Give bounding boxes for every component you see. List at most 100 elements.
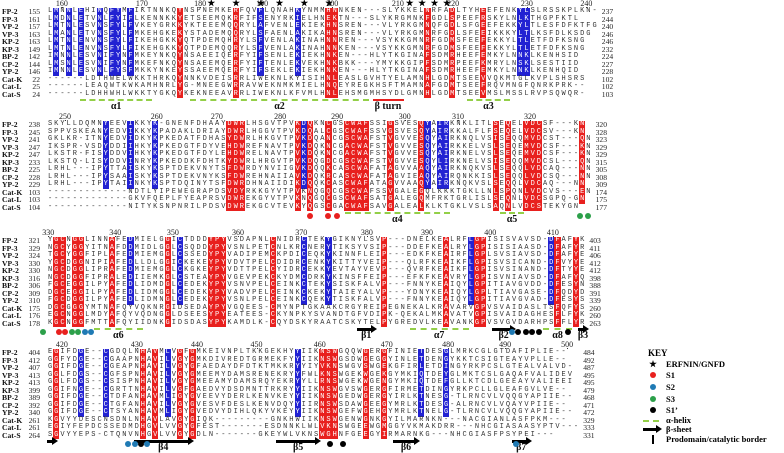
residue: S <box>159 202 164 211</box>
residue: - <box>190 82 195 90</box>
residue: K <box>301 187 306 196</box>
residue: - <box>561 423 566 431</box>
residue: E <box>258 243 263 252</box>
residue: K <box>294 59 301 68</box>
residue: C <box>481 393 486 401</box>
residue: N <box>307 243 313 252</box>
residue: E <box>77 14 85 23</box>
residue: E <box>480 52 487 61</box>
residue: N <box>103 236 108 244</box>
residue: G <box>164 236 171 245</box>
residue: G <box>332 120 337 128</box>
residue: E <box>283 393 288 401</box>
residue: E <box>77 7 85 16</box>
residue: A <box>468 415 473 424</box>
residue: S <box>344 135 351 144</box>
residue: M <box>53 14 60 23</box>
residue: N <box>128 202 133 211</box>
residue: F <box>493 430 498 439</box>
residue: S <box>394 120 399 128</box>
end-position: 329 <box>583 415 595 425</box>
residue: V <box>499 311 504 319</box>
residue: A <box>108 251 116 260</box>
residue: N <box>202 89 207 98</box>
residue: V <box>512 318 517 327</box>
residue: F <box>239 59 244 68</box>
residue: N <box>103 415 108 424</box>
residue: S <box>257 14 264 23</box>
ruler-tick <box>332 7 334 8</box>
residue: G <box>264 187 269 196</box>
residue: L <box>425 318 430 327</box>
residue: L <box>47 157 53 166</box>
residue: - <box>388 236 393 244</box>
residue: L <box>245 74 251 83</box>
residue: N <box>96 44 103 53</box>
residue: V <box>499 266 504 274</box>
residue: D <box>208 29 214 38</box>
residue: T <box>116 82 121 90</box>
residue: G <box>338 187 343 196</box>
residue: R <box>400 318 405 327</box>
residue: E <box>258 281 263 289</box>
residue: F <box>66 393 71 401</box>
residue: A <box>436 135 443 144</box>
residue: K <box>134 127 139 136</box>
residue: Q <box>351 348 356 356</box>
residue: Y <box>325 251 332 260</box>
residue: R <box>245 165 251 173</box>
residue: I <box>512 243 517 252</box>
residue: L <box>258 150 263 158</box>
residue: L <box>72 44 77 53</box>
residue: Y <box>102 172 109 181</box>
residue: E <box>468 142 473 151</box>
residue: M <box>53 37 60 46</box>
residue: G <box>47 135 53 143</box>
residue: - <box>561 415 566 424</box>
residue: K <box>375 415 381 424</box>
residue: Y <box>176 89 184 98</box>
residue: S <box>530 7 535 15</box>
residue: Q <box>314 187 319 196</box>
residue: K <box>344 7 350 15</box>
residue: C <box>176 251 184 260</box>
residue: R <box>208 195 214 203</box>
residue: T <box>418 355 425 364</box>
residue: G <box>505 318 511 327</box>
residue: K <box>468 370 473 379</box>
start-position: 412 <box>28 355 40 365</box>
residue: L <box>264 288 269 297</box>
residue: - <box>394 251 399 259</box>
residue: F <box>462 251 467 259</box>
residue: Q <box>171 59 176 68</box>
residue: E <box>518 363 523 371</box>
residue: L <box>406 400 412 409</box>
residue: Y <box>388 408 393 416</box>
residue: S <box>233 296 238 304</box>
residue: C <box>542 150 548 158</box>
residue: Y <box>47 236 53 244</box>
residue: K <box>388 311 393 319</box>
residue: E <box>431 400 436 409</box>
residue: K <box>369 82 374 90</box>
residue: T <box>196 22 201 30</box>
residue: G <box>387 120 394 129</box>
residue: I <box>375 311 381 319</box>
residue: H <box>320 82 325 90</box>
residue: T <box>523 29 530 38</box>
residue: P <box>283 127 288 136</box>
residue: Y <box>207 296 215 305</box>
residue: - <box>221 423 226 431</box>
residue: P <box>54 127 59 136</box>
residue: E <box>47 423 53 431</box>
residue: E <box>202 14 207 23</box>
residue: L <box>505 52 511 60</box>
residue: T <box>146 7 152 15</box>
residue: V <box>215 400 220 409</box>
residue: - <box>456 423 461 431</box>
residue: - <box>116 202 121 211</box>
residue: Q <box>245 7 251 15</box>
residue: A <box>436 165 443 174</box>
residue: - <box>561 348 566 356</box>
residue: E <box>512 127 517 136</box>
